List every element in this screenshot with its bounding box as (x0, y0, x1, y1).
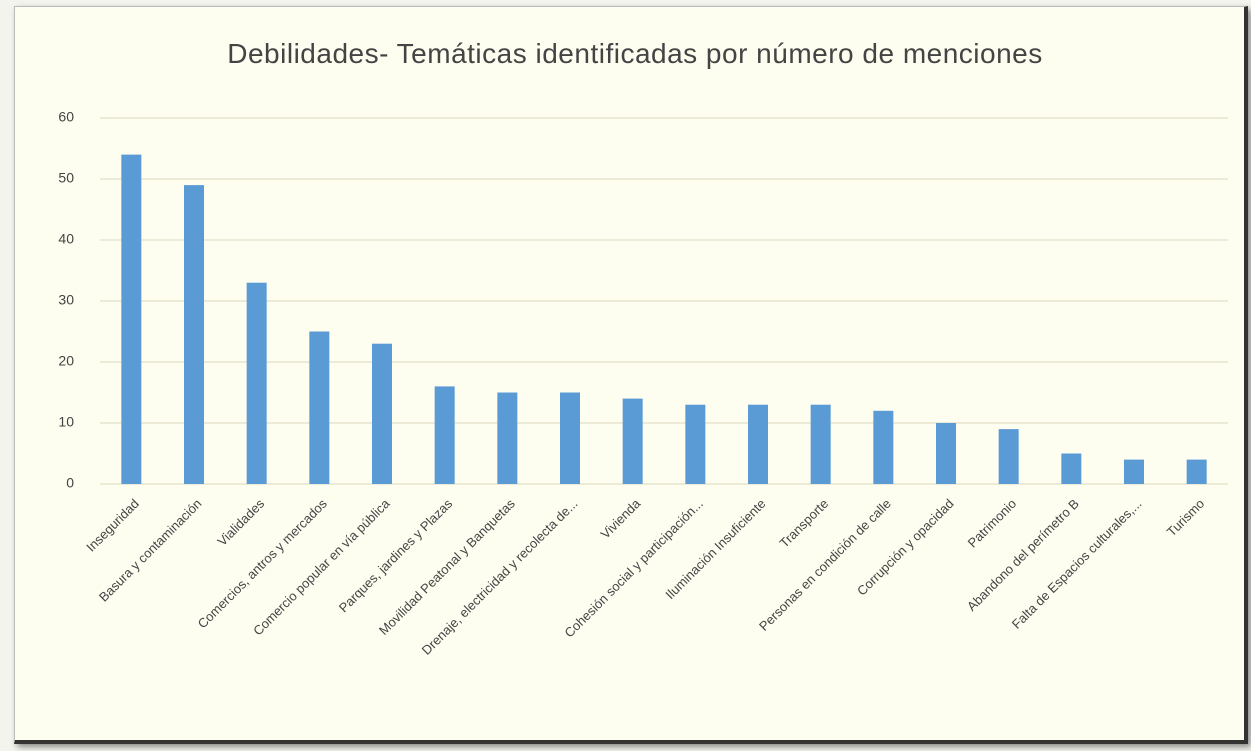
x-tick-label: Transporte (776, 496, 831, 551)
bar (246, 282, 267, 484)
x-tick-label: Basura y contaminación (96, 496, 205, 605)
bar (998, 429, 1019, 484)
y-tick-label: 50 (58, 170, 74, 186)
x-tick-label: Turismo (1164, 496, 1207, 539)
bar (560, 392, 580, 484)
chart-title: Debilidades- Temáticas identificadas por… (227, 38, 1043, 69)
y-tick-label: 40 (58, 231, 74, 247)
x-tick-label: Patrimonio (965, 496, 1020, 551)
bar (873, 410, 894, 484)
y-tick-label: 30 (58, 292, 74, 308)
y-tick-label: 20 (58, 353, 74, 369)
y-tick-label: 0 (66, 475, 74, 491)
bar (936, 423, 956, 484)
x-tick-label: Abandono del perímetro B (964, 496, 1082, 614)
chart-frame (14, 6, 1248, 744)
bar (309, 331, 330, 484)
bar (685, 404, 706, 484)
bar (1124, 459, 1144, 484)
x-tick-label: Inseguridad (83, 496, 142, 555)
y-tick-label: 60 (58, 109, 74, 125)
bar (1061, 453, 1082, 484)
x-tick-label: Movilidad Peatonal y Banquetas (376, 496, 518, 638)
x-tick-label: Comercios, antros y mercados (195, 496, 331, 632)
x-tick-label: Personas en condición de calle (756, 496, 894, 634)
x-tick-label: Vivienda (598, 495, 644, 541)
x-tick-label: Falta de Espacios culturales,... (1009, 496, 1145, 632)
x-tick-label: Vialidades (214, 496, 267, 549)
x-tick-label: Comercio popular en vía pública (250, 495, 393, 638)
bar (810, 404, 831, 484)
x-tick-label: Parques, jardines y Plazas (336, 496, 456, 616)
y-tick-label: 10 (58, 414, 74, 430)
bar (372, 343, 392, 484)
bar (622, 398, 643, 484)
bar (497, 392, 518, 484)
bar (434, 386, 455, 484)
bar (184, 185, 204, 484)
bar (1186, 459, 1207, 484)
x-tick-label: Cohesión social y participación... (561, 496, 705, 640)
bar (748, 404, 768, 484)
bar (121, 154, 142, 484)
